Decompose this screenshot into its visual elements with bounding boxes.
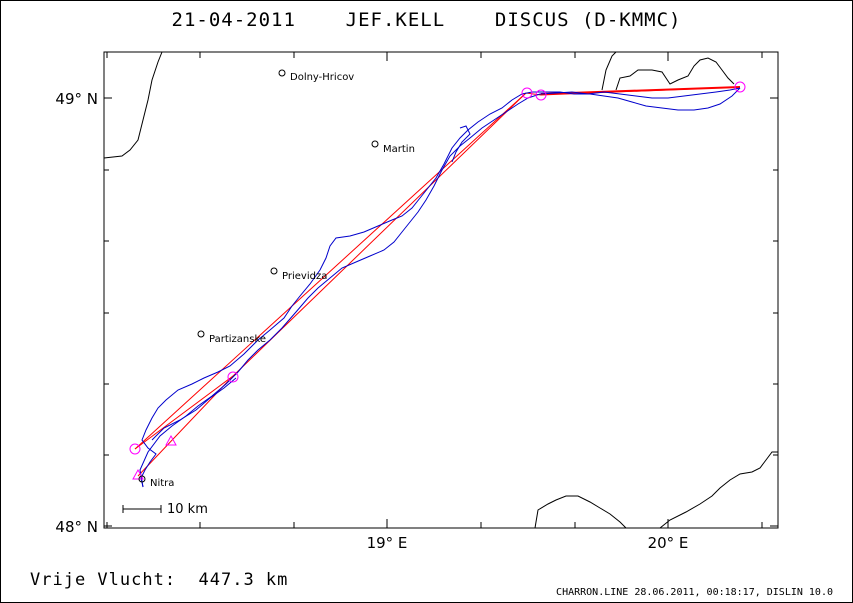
- turnpoint-marker: [535, 89, 547, 101]
- place-label: Dolny-Hricov: [290, 72, 354, 83]
- lat-label: 48° N: [55, 518, 98, 536]
- flight-title: 21-04-2011 JEF.KELL DISCUS (D-KMMC): [171, 9, 682, 31]
- plot-area: [103, 51, 779, 529]
- places: Dolny-Hricov Martin Prievidza Partizansk…: [138, 69, 415, 489]
- place-label: Martin: [383, 144, 415, 155]
- route-line: [134, 86, 741, 477]
- start-marker: [132, 468, 144, 480]
- place-label: Partizanske: [209, 334, 266, 345]
- lon-label: 20° E: [648, 534, 689, 552]
- free-flight-distance: Vrije Vlucht: 447.3 km: [30, 570, 289, 590]
- gps-track: [139, 87, 741, 488]
- turnpoint-marker: [521, 87, 533, 99]
- scale-bar: 10 km: [122, 502, 208, 517]
- turnpoint-marker: [165, 434, 177, 446]
- turnpoints: [129, 81, 746, 480]
- turnpoint-marker: [129, 443, 141, 455]
- lon-label: 19° E: [367, 534, 408, 552]
- place-label: Prievidza: [282, 271, 327, 282]
- lat-label: 49° N: [55, 90, 98, 108]
- scale-bar-label: 10 km: [167, 502, 208, 517]
- turnpoint-marker: [227, 371, 239, 383]
- place-label: Nitra: [150, 478, 174, 489]
- country-border: [103, 51, 778, 529]
- turnpoint-marker: [734, 81, 746, 93]
- footer-info: CHARRON.LINE 28.06.2011, 00:18:17, DISLI…: [556, 587, 833, 598]
- axis-ticks: [104, 52, 778, 528]
